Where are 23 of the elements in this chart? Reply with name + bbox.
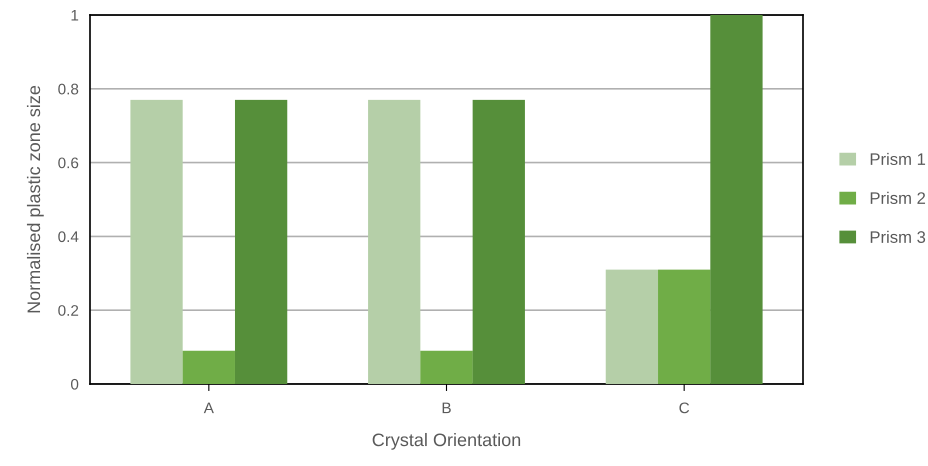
bar: [182, 350, 235, 384]
legend-label: Prism 2: [870, 192, 926, 204]
bar: [710, 15, 763, 384]
y-tick-label: 0.8: [58, 84, 78, 94]
legend-label: Prism 1: [870, 152, 926, 166]
x-tick-label: C: [679, 402, 690, 414]
y-tick-label: 1: [72, 10, 78, 21]
y-tick-label: 0.4: [58, 231, 78, 242]
bar: [420, 350, 473, 384]
bar: [472, 100, 525, 384]
bar: [606, 270, 658, 384]
bar: [234, 100, 288, 384]
y-axis-title: Normalised plastic zone size: [26, 86, 44, 312]
bar: [130, 100, 183, 384]
bar: [658, 270, 710, 384]
x-tick-label: A: [204, 402, 214, 414]
x-tick-label: B: [442, 402, 451, 414]
legend-label: Prism 3: [870, 230, 926, 243]
y-tick-label: 0.6: [58, 157, 78, 168]
y-tick-label: 0: [70, 378, 78, 390]
bar: [368, 100, 420, 384]
x-axis-title: Crystal Orientation: [372, 432, 520, 450]
y-tick-label: 0.2: [58, 305, 78, 316]
